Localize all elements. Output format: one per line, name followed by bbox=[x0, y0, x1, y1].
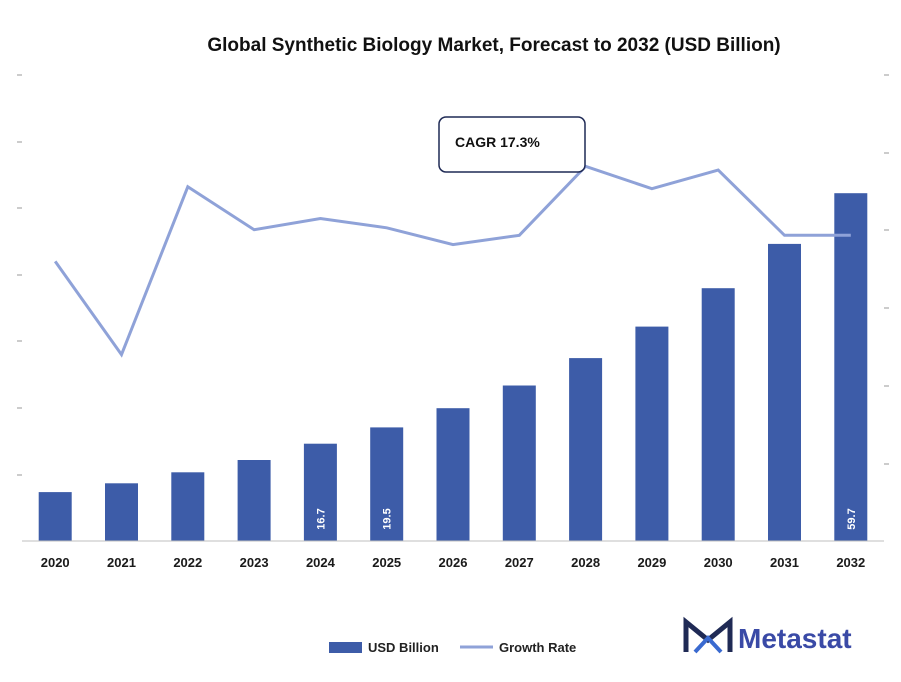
bar-2025 bbox=[370, 427, 404, 541]
bar-2030 bbox=[701, 288, 735, 541]
x-tick-label-2030: 2030 bbox=[704, 555, 733, 570]
bar-2020 bbox=[38, 492, 72, 541]
bar-2023 bbox=[237, 460, 271, 541]
x-tick-label-2028: 2028 bbox=[571, 555, 600, 570]
bar-2031 bbox=[768, 243, 801, 541]
growth-rate-line bbox=[53, 164, 851, 358]
left-axis-ticks bbox=[17, 74, 22, 476]
cagr-label: CAGR 17.3% bbox=[455, 134, 540, 150]
data-labels: 16.7 19.5 59.7 bbox=[315, 508, 857, 529]
right-axis-ticks bbox=[884, 74, 889, 465]
x-tick-label-2020: 2020 bbox=[41, 555, 70, 570]
data-label-2025: 19.5 bbox=[382, 508, 394, 529]
bar-2024 bbox=[303, 443, 337, 541]
x-tick-label-2025: 2025 bbox=[372, 555, 401, 570]
bar-2029 bbox=[635, 326, 669, 541]
data-label-2024: 16.7 bbox=[315, 508, 327, 529]
legend: USD Billion Growth Rate bbox=[329, 640, 576, 655]
legend-swatch-usd-billion bbox=[329, 642, 362, 653]
x-tick-label-2027: 2027 bbox=[505, 555, 534, 570]
legend-label-growth-rate: Growth Rate bbox=[499, 640, 576, 655]
x-tick-label-2032: 2032 bbox=[836, 555, 865, 570]
bar-2028 bbox=[569, 358, 603, 541]
bar-2032 bbox=[834, 193, 868, 541]
chart-title: Global Synthetic Biology Market, Forecas… bbox=[207, 35, 780, 56]
x-tick-label-2026: 2026 bbox=[439, 555, 468, 570]
metastat-logo: Metastat bbox=[683, 616, 852, 654]
logo-text: Metastat bbox=[738, 623, 852, 654]
bar-2022 bbox=[171, 472, 205, 541]
bar-2026 bbox=[436, 408, 470, 541]
x-tick-label-2024: 2024 bbox=[306, 555, 336, 570]
bars bbox=[38, 193, 868, 541]
x-tick-label-2021: 2021 bbox=[107, 555, 136, 570]
x-tick-label-2029: 2029 bbox=[637, 555, 666, 570]
x-tick-label-2023: 2023 bbox=[240, 555, 269, 570]
bar-2021 bbox=[105, 483, 138, 541]
x-tick-label-2022: 2022 bbox=[173, 555, 202, 570]
metastat-m-icon bbox=[683, 616, 733, 654]
data-label-2032: 59.7 bbox=[846, 508, 858, 529]
x-tick-label-2031: 2031 bbox=[770, 555, 799, 570]
cagr-annotation: CAGR 17.3% bbox=[438, 116, 586, 173]
cagr-callout-box bbox=[438, 116, 586, 173]
x-tick-labels: 2020 2021 2022 2023 2024 2025 2026 2027 2028 2029… bbox=[41, 555, 866, 570]
legend-label-usd-billion: USD Billion bbox=[368, 640, 439, 655]
bar-2027 bbox=[502, 385, 536, 541]
